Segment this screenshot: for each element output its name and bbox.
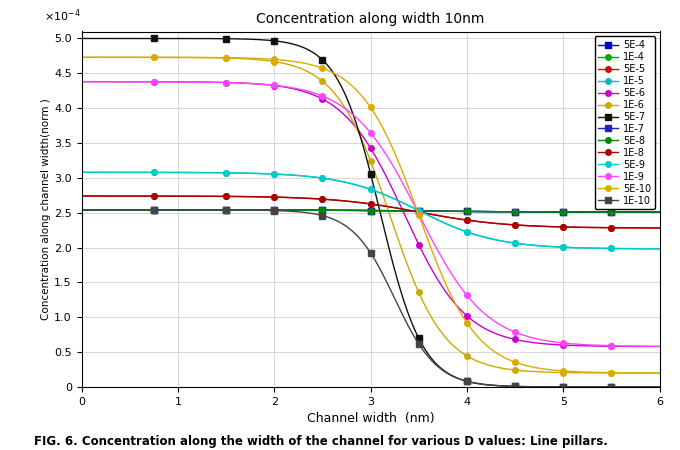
Legend: 5E-4, 1E-4, 5E-5, 1E-5, 5E-6, 1E-6, 5E-7, 1E-7, 5E-8, 1E-8, 5E-9, 1E-9, 5E-10, 1: 5E-4, 1E-4, 5E-5, 1E-5, 5E-6, 1E-6, 5E-7… bbox=[594, 36, 655, 209]
Y-axis label: Concentration along channel width(norm ): Concentration along channel width(norm ) bbox=[41, 99, 52, 320]
Text: $\times10^{-4}$: $\times10^{-4}$ bbox=[44, 8, 81, 24]
Text: FIG. 6. Concentration along the width of the channel for various D values: Line : FIG. 6. Concentration along the width of… bbox=[34, 436, 608, 449]
X-axis label: Channel width  (nm): Channel width (nm) bbox=[307, 412, 435, 425]
Title: Concentration along width 10nm: Concentration along width 10nm bbox=[256, 12, 485, 26]
